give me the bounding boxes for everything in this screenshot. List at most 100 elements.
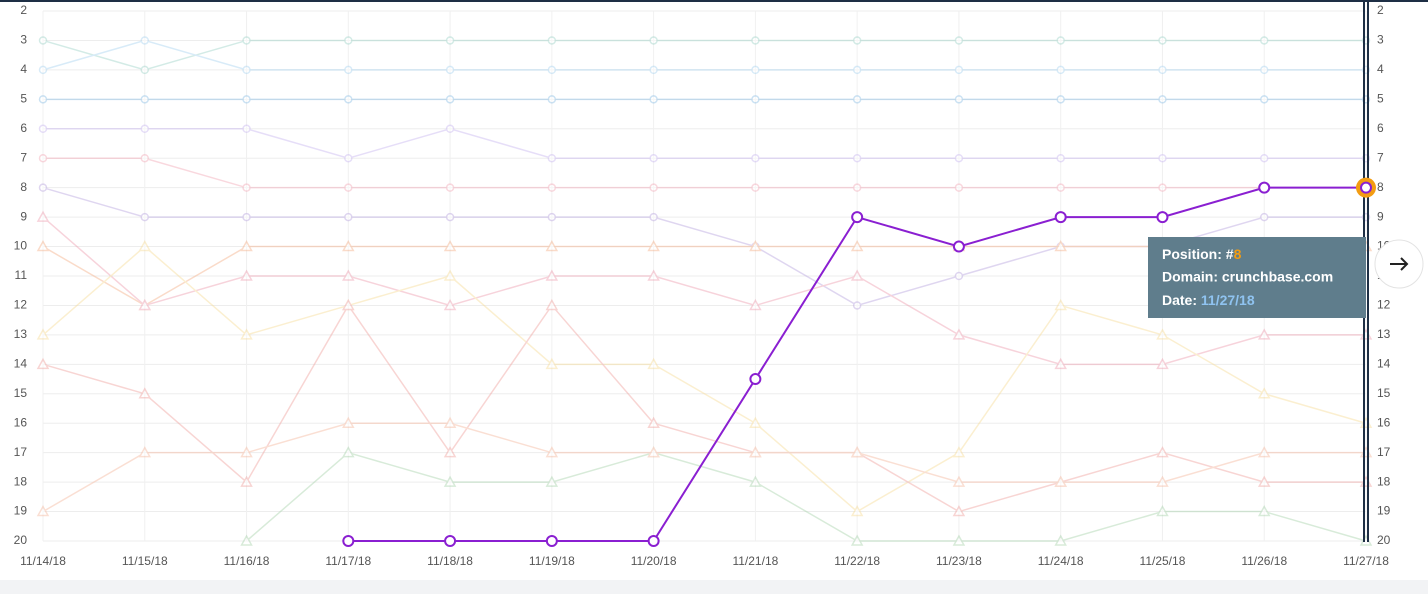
point bbox=[749, 373, 762, 386]
point bbox=[36, 210, 50, 222]
point bbox=[1158, 95, 1167, 104]
point bbox=[852, 301, 862, 310]
point bbox=[1257, 387, 1271, 399]
point bbox=[342, 416, 355, 428]
y2-tick-label: 8 bbox=[1377, 180, 1384, 194]
point bbox=[445, 65, 455, 75]
y2-tick-label: 12 bbox=[1377, 298, 1391, 312]
point bbox=[649, 65, 658, 75]
point bbox=[36, 505, 50, 517]
point bbox=[1056, 65, 1065, 75]
point bbox=[1054, 475, 1067, 487]
x-tick-label: 11/25/18 bbox=[1140, 554, 1186, 568]
point bbox=[344, 95, 353, 104]
point bbox=[852, 183, 862, 192]
faded-series bbox=[36, 36, 1373, 546]
point bbox=[1259, 36, 1269, 45]
hover-point bbox=[1360, 181, 1372, 194]
series-line bbox=[42, 245, 1367, 513]
point bbox=[751, 36, 760, 45]
point bbox=[1257, 446, 1271, 458]
point bbox=[242, 65, 251, 75]
point bbox=[240, 446, 253, 458]
point bbox=[850, 446, 864, 458]
point bbox=[344, 65, 353, 75]
point bbox=[751, 65, 760, 75]
point bbox=[1158, 36, 1167, 45]
point bbox=[1056, 242, 1065, 251]
series-line bbox=[43, 157, 1366, 189]
point bbox=[649, 95, 658, 104]
y-tick-label: 20 bbox=[14, 533, 28, 547]
point bbox=[140, 153, 150, 163]
point bbox=[1158, 153, 1167, 163]
point bbox=[649, 153, 658, 163]
point bbox=[342, 298, 355, 311]
point bbox=[38, 95, 48, 104]
point bbox=[1056, 153, 1065, 163]
y2-tick-label: 6 bbox=[1377, 121, 1384, 135]
point bbox=[344, 183, 353, 192]
point bbox=[749, 475, 762, 487]
y-tick-label: 10 bbox=[14, 239, 28, 253]
value: 11/27/18 bbox=[1201, 292, 1255, 308]
point bbox=[344, 36, 353, 45]
x-tick-label: 11/22/18 bbox=[834, 554, 880, 568]
next-button[interactable] bbox=[1374, 239, 1424, 289]
label: Date: bbox=[1162, 292, 1201, 308]
point bbox=[1259, 153, 1269, 163]
point bbox=[952, 328, 966, 340]
point bbox=[140, 65, 150, 75]
point bbox=[36, 328, 50, 340]
y-tick-label: 18 bbox=[14, 474, 28, 488]
point bbox=[647, 446, 660, 458]
point bbox=[240, 240, 253, 252]
x-tick-label: 11/14/18 bbox=[20, 554, 66, 568]
point bbox=[547, 153, 557, 163]
point bbox=[851, 211, 864, 224]
y2-tick-label: 7 bbox=[1377, 150, 1384, 164]
point bbox=[545, 357, 559, 370]
point bbox=[443, 416, 457, 428]
point bbox=[954, 95, 964, 104]
point bbox=[342, 269, 355, 281]
y-tick-label: 6 bbox=[20, 121, 27, 135]
point bbox=[852, 153, 862, 163]
point bbox=[445, 212, 455, 222]
point bbox=[850, 534, 864, 546]
point bbox=[443, 240, 457, 252]
tooltip-position: Position: #8 bbox=[1162, 246, 1242, 262]
x-tick-label: 11/18/18 bbox=[427, 554, 473, 568]
point bbox=[751, 153, 760, 163]
x-tick-label: 11/21/18 bbox=[732, 554, 778, 568]
point bbox=[445, 183, 455, 192]
point bbox=[545, 240, 559, 252]
value: 8 bbox=[1234, 246, 1242, 262]
point bbox=[38, 124, 48, 134]
point bbox=[140, 124, 150, 134]
point bbox=[240, 534, 253, 546]
x-tick-label: 11/16/18 bbox=[224, 554, 270, 568]
point bbox=[545, 298, 559, 311]
series-line bbox=[42, 216, 1366, 366]
point bbox=[647, 446, 660, 458]
y-tick-label: 3 bbox=[20, 33, 27, 47]
y-tick-label: 7 bbox=[20, 150, 27, 164]
x-tick-label: 11/26/18 bbox=[1241, 554, 1287, 568]
point bbox=[1156, 357, 1169, 370]
point bbox=[647, 240, 660, 252]
arrow-icon[interactable] bbox=[1390, 257, 1409, 271]
x-tick-label: 11/27/18 bbox=[1343, 554, 1389, 568]
point bbox=[1054, 298, 1067, 311]
point bbox=[649, 36, 658, 45]
point bbox=[138, 446, 152, 458]
y2-tick-label: 4 bbox=[1377, 62, 1384, 76]
point bbox=[545, 535, 558, 547]
point bbox=[445, 36, 455, 45]
point bbox=[1054, 534, 1067, 546]
point bbox=[649, 212, 658, 222]
point bbox=[1259, 95, 1269, 104]
point bbox=[1056, 36, 1065, 45]
point bbox=[647, 357, 660, 370]
point bbox=[749, 298, 762, 311]
